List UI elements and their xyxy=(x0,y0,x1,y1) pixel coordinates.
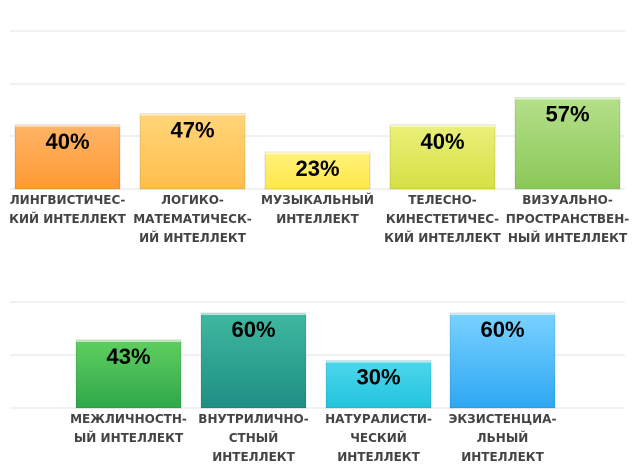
category-label: ПРОСТРАНСТВЕН- xyxy=(506,212,630,226)
category-label: ЫЙ ИНТЕЛЛЕКТ xyxy=(74,430,184,445)
bar xyxy=(139,113,246,190)
category-label: КИЙ ИНТЕЛЛЕКТ xyxy=(384,230,501,245)
bar-highlight xyxy=(515,97,620,100)
chart-panel-1: 40% ЛИНГВИСТИЧЕС- КИЙ ИНТЕЛЛЕКТ 47% ЛОГИКО- М… xyxy=(9,30,630,245)
bar-value-label: 40% xyxy=(420,129,464,154)
bar-highlight xyxy=(450,313,555,316)
bar-value-label: 60% xyxy=(231,317,275,342)
category-label: НЫЙ ИНТЕЛЛЕКТ xyxy=(508,230,628,245)
bar-value-label: 23% xyxy=(295,156,339,181)
bar-value-label: 30% xyxy=(356,365,400,390)
category-label: ИНТЕЛЛЕКТ xyxy=(212,450,295,464)
bar-highlight xyxy=(265,152,370,155)
category-label: ЧЕСКИЙ xyxy=(350,430,407,445)
bar-highlight xyxy=(201,313,306,316)
category-label: ЭКЗИСТЕНЦИА- xyxy=(449,412,557,426)
bar xyxy=(200,312,307,409)
bar xyxy=(75,339,182,409)
category-label: МАТЕМАТИЧЕСК- xyxy=(133,212,252,226)
bar xyxy=(449,312,556,409)
bar-value-label: 57% xyxy=(545,102,589,127)
category-label: СТНЫЙ xyxy=(229,430,279,445)
category-label: КИНЕСТЕТИЧЕС- xyxy=(386,212,499,226)
bar-highlight xyxy=(326,360,431,363)
category-label: МУЗЫКАЛЬНЫЙ xyxy=(261,192,374,207)
bar-value-label: 40% xyxy=(45,129,89,154)
category-label: ИНТЕЛЛЕКТ xyxy=(461,450,544,464)
bar xyxy=(325,360,432,409)
bar-value-label: 47% xyxy=(170,118,214,143)
category-label: ЛОГИКО- xyxy=(161,193,224,207)
bar xyxy=(14,124,121,190)
category-label: ВНУТРИЛИЧНО- xyxy=(198,412,308,426)
category-label: КИЙ ИНТЕЛЛЕКТ xyxy=(9,211,126,226)
chart-panel-2: 43% МЕЖЛИЧНОСТН- ЫЙ ИНТЕЛЛЕКТ 60% ВНУТРИЛИЧН… xyxy=(10,301,625,464)
bar-highlight xyxy=(76,339,181,342)
category-label: ТЕЛЕСНО- xyxy=(408,193,477,207)
bar-value-label: 60% xyxy=(480,317,524,342)
category-label: ВИЗУАЛЬНО- xyxy=(522,193,613,207)
category-label: ЛЬНЫЙ xyxy=(477,430,529,445)
bar-highlight xyxy=(390,124,495,127)
bar xyxy=(514,97,621,190)
category-label: НАТУРАЛИСТИ- xyxy=(325,412,432,426)
category-label: МЕЖЛИЧНОСТН- xyxy=(70,412,187,426)
category-label: ЛИНГВИСТИЧЕС- xyxy=(10,193,126,207)
bar xyxy=(389,124,496,190)
bar-highlight xyxy=(15,124,120,127)
bar-value-label: 43% xyxy=(106,344,150,369)
category-label: ИНТЕЛЛЕКТ xyxy=(276,212,359,226)
bar-highlight xyxy=(140,113,245,116)
category-label: ИНТЕЛЛЕКТ xyxy=(337,450,420,464)
category-label: ИЙ ИНТЕЛЛЕКТ xyxy=(139,230,247,245)
